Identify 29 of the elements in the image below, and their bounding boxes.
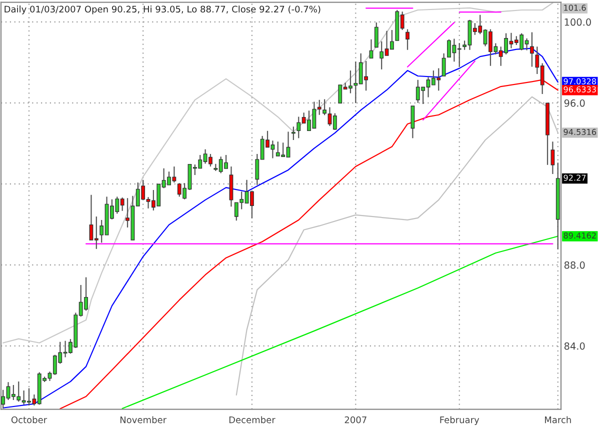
y-tick-label: 96.0 — [564, 99, 585, 107]
x-tick-label: November — [120, 416, 167, 424]
y-tick-label: 88.0 — [564, 261, 585, 269]
line-series — [2, 48, 558, 408]
candlestick — [406, 28, 410, 50]
x-tick-label: October — [11, 416, 48, 424]
x-tick-label: March — [545, 416, 571, 424]
candlestick — [322, 98, 327, 116]
data-label: 96.6333 — [564, 86, 596, 92]
candlestick — [410, 105, 415, 139]
y-tick-label: 84.0 — [564, 342, 585, 350]
line-series — [122, 236, 558, 410]
candlestick — [550, 141, 555, 175]
y-tick-label: 100.0 — [564, 18, 591, 26]
text: 101.6 — [564, 4, 586, 11]
line-series — [2, 2, 554, 344]
data-label: 89.4162 — [564, 232, 596, 239]
candlestick — [442, 52, 446, 77]
candlestick — [291, 126, 296, 141]
x-tick-label: December — [229, 416, 276, 424]
candlestick — [530, 32, 534, 68]
x-tick-label: 2007 — [344, 416, 366, 424]
chart-title: Daily 01/03/2007 Open 90.25, Hi 93.05, Lo 88.77, Close 92.27 (-0.7%) — [4, 6, 320, 14]
x-tick-label: February — [440, 416, 480, 425]
line-series — [236, 96, 558, 396]
candlestick — [374, 22, 378, 48]
data-label: 97.0328 — [564, 78, 596, 84]
data-label: 94.5316 — [564, 128, 596, 136]
text: 92.27 — [564, 174, 586, 181]
